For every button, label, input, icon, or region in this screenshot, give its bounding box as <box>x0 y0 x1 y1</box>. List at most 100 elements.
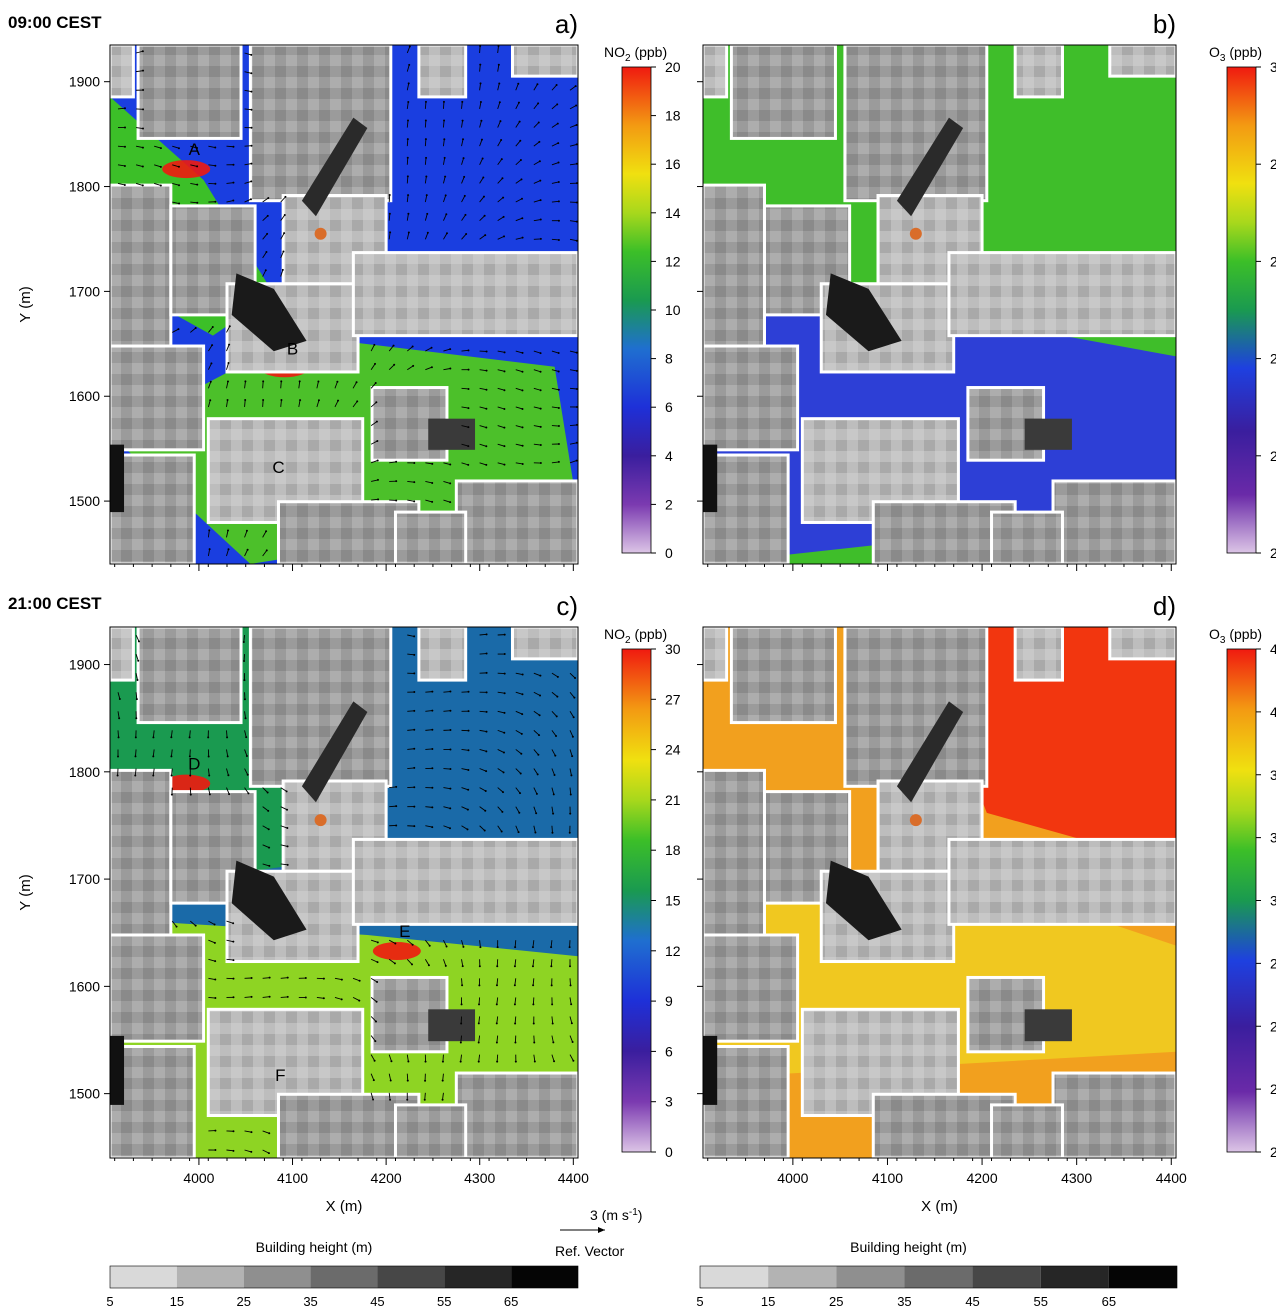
vector-head <box>232 181 235 184</box>
vector-head <box>262 398 265 401</box>
vector-head <box>536 773 539 776</box>
building-height-legend-left: Building height (m) 5 15 25 35 45 55 65 <box>106 1239 579 1309</box>
vector-head <box>211 344 214 347</box>
vector-head <box>413 672 416 675</box>
vector-head <box>431 767 434 770</box>
wind-vector <box>514 997 517 1005</box>
wind-vector <box>117 711 120 719</box>
wind-vector <box>370 1035 376 1042</box>
colorbar-tick-label: 18 <box>665 842 681 858</box>
wind-vector <box>479 369 487 372</box>
vector-head <box>552 1041 555 1044</box>
vector-head <box>575 441 578 444</box>
legend-tick-label: 25 <box>829 1294 843 1309</box>
wind-vector <box>244 180 252 184</box>
hotspot <box>162 774 211 793</box>
wind-vector <box>533 425 541 428</box>
wind-vector <box>479 158 484 165</box>
wind-vector <box>461 195 466 203</box>
vector-head <box>317 380 320 383</box>
vector-head <box>250 53 253 56</box>
vector-head <box>501 177 504 180</box>
vector-head <box>569 793 572 796</box>
wind-vector <box>298 399 301 408</box>
wind-vector <box>244 198 252 203</box>
vector-head <box>466 828 469 831</box>
wind-vector <box>226 768 229 776</box>
wind-vector <box>479 443 487 447</box>
wind-vector <box>244 711 246 719</box>
vector-head <box>539 237 542 240</box>
wind-vector <box>533 219 541 222</box>
vector-head <box>177 147 180 150</box>
wind-vector <box>461 157 464 165</box>
wind-vector <box>189 730 191 738</box>
wind-vector <box>244 1130 252 1133</box>
wind-vector <box>569 369 577 372</box>
wind-vector <box>425 710 433 712</box>
hotspot-label: C <box>272 458 284 477</box>
legend-tick-label: 25 <box>236 1294 250 1309</box>
wind-vector <box>152 768 155 776</box>
vector-head <box>556 103 559 106</box>
wind-vector <box>479 45 481 54</box>
vector-head <box>521 673 524 676</box>
wind-vector <box>551 350 559 354</box>
vector-head <box>441 1098 444 1101</box>
wind-vector <box>136 127 144 129</box>
vector-head <box>502 771 505 774</box>
vector-head <box>552 812 555 815</box>
wind-vector <box>515 369 523 373</box>
vector-head <box>232 959 235 962</box>
wind-vector <box>460 1054 462 1062</box>
vector-head <box>569 812 572 815</box>
wind-vector <box>226 920 234 924</box>
vector-head <box>355 381 358 384</box>
wind-vector <box>533 141 540 147</box>
vector-head <box>431 500 434 503</box>
vector-head <box>574 85 577 88</box>
colorbar-d: O3 (ppb) 20 23 26 29 32 35 38 41 44 <box>1209 626 1276 1160</box>
wind-vector <box>334 996 342 1000</box>
vector-head <box>123 107 126 110</box>
vector-head <box>485 463 488 466</box>
legend-swatch <box>972 1266 1041 1288</box>
vector-head <box>194 326 197 329</box>
vector-head <box>503 633 506 636</box>
wind-vector <box>461 748 469 751</box>
panel-letter: b) <box>1153 9 1176 39</box>
vector-head <box>159 184 162 187</box>
vector-head <box>281 268 284 271</box>
wind-vector <box>515 387 523 391</box>
legend-tick-label: 15 <box>170 1294 184 1309</box>
wind-vector <box>370 958 378 963</box>
vector-head <box>467 368 470 371</box>
vector-head <box>520 732 523 735</box>
vector-head <box>449 367 452 370</box>
x-tick-label: 4000 <box>183 1170 214 1186</box>
vector-head <box>214 1149 217 1152</box>
colorbar-tick-label: 26 <box>1270 253 1276 269</box>
vector-head <box>395 805 398 808</box>
vector-head <box>503 408 506 411</box>
vector-head <box>477 1041 480 1044</box>
wind-vector <box>461 214 466 221</box>
colorbar-gradient <box>1226 648 1257 1153</box>
vector-head <box>480 138 483 141</box>
vector-head <box>250 976 253 979</box>
wind-vector <box>551 103 558 110</box>
vector-head <box>431 806 434 809</box>
vector-head <box>500 158 503 161</box>
wind-vector <box>533 369 541 373</box>
vector-head <box>430 346 433 349</box>
wind-vector <box>135 692 138 700</box>
wind-vector <box>533 672 541 677</box>
vector-head <box>518 811 521 814</box>
wind-vector <box>262 270 267 277</box>
station-marker <box>909 227 922 240</box>
vector-head <box>118 697 121 700</box>
vector-head <box>392 344 395 347</box>
wind-vector <box>478 1016 481 1024</box>
wind-vector <box>389 461 397 464</box>
wind-vector <box>533 691 541 696</box>
